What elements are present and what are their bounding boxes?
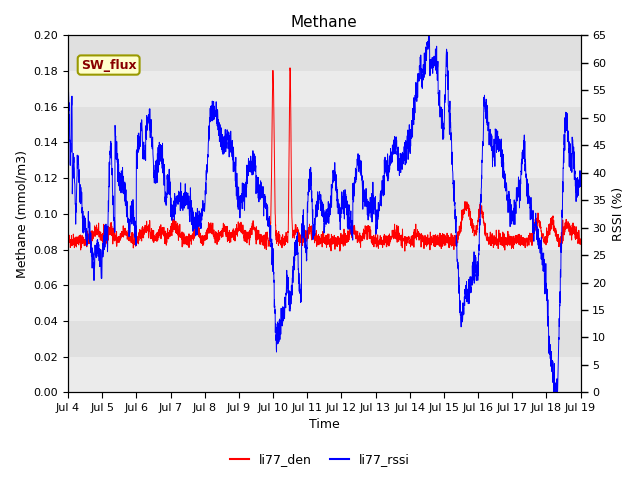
Y-axis label: Methane (mmol/m3): Methane (mmol/m3) [15,150,28,278]
Bar [68,357,580,393]
Bar [68,71,580,107]
X-axis label: Time: Time [309,419,340,432]
Text: SW_flux: SW_flux [81,59,136,72]
Bar [68,214,580,250]
Bar [68,143,580,178]
Bar [68,285,580,321]
Title: Methane: Methane [291,15,358,30]
Legend: li77_den, li77_rssi: li77_den, li77_rssi [225,448,415,471]
Y-axis label: RSSI (%): RSSI (%) [612,187,625,241]
